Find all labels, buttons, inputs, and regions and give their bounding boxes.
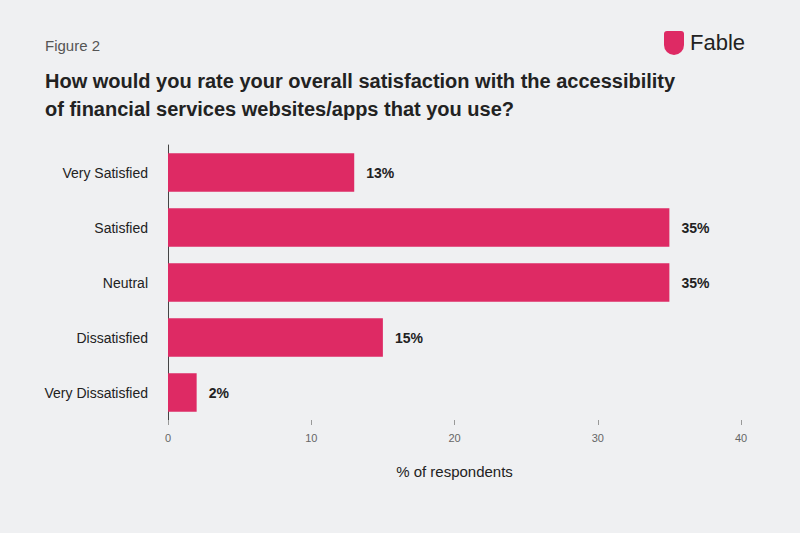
svg-text:Very Dissatisfied: Very Dissatisfied bbox=[45, 385, 148, 401]
svg-text:Figure 2: Figure 2 bbox=[45, 37, 100, 54]
svg-text:30: 30 bbox=[592, 432, 604, 444]
svg-text:Fable: Fable bbox=[690, 30, 745, 55]
svg-text:Neutral: Neutral bbox=[103, 275, 148, 291]
svg-text:of financial services websites: of financial services websites/apps that… bbox=[45, 98, 514, 120]
svg-text:15%: 15% bbox=[395, 330, 424, 346]
svg-text:10: 10 bbox=[305, 432, 317, 444]
svg-text:40: 40 bbox=[735, 432, 747, 444]
svg-text:Satisfied: Satisfied bbox=[94, 220, 148, 236]
svg-text:Very Satisfied: Very Satisfied bbox=[62, 165, 148, 181]
svg-text:0: 0 bbox=[165, 432, 171, 444]
svg-text:% of respondents: % of respondents bbox=[396, 463, 513, 480]
svg-text:35%: 35% bbox=[681, 220, 710, 236]
svg-text:How would you rate your overal: How would you rate your overall satisfac… bbox=[45, 70, 681, 92]
svg-text:35%: 35% bbox=[681, 275, 710, 291]
svg-text:20: 20 bbox=[448, 432, 460, 444]
svg-text:Dissatisfied: Dissatisfied bbox=[76, 330, 148, 346]
svg-text:13%: 13% bbox=[366, 165, 395, 181]
svg-text:2%: 2% bbox=[209, 385, 230, 401]
